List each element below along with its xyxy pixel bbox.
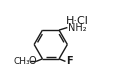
Text: CH₃: CH₃ <box>13 57 29 66</box>
Text: F: F <box>65 56 72 66</box>
Text: NH₂: NH₂ <box>67 22 86 33</box>
Text: O: O <box>28 56 36 66</box>
Text: H·Cl: H·Cl <box>66 16 88 26</box>
